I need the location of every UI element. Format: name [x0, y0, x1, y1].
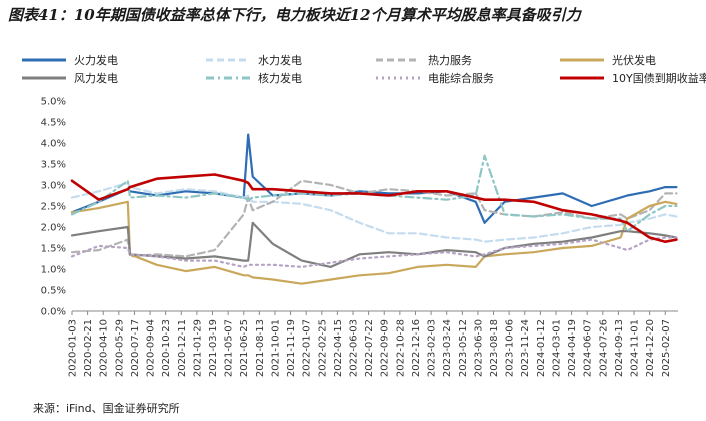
y-tick-label: 0.0%	[41, 307, 66, 318]
y-tick-label: 4.5%	[41, 118, 66, 129]
x-tick-label: 2022-12-16	[411, 319, 422, 377]
x-tick-label: 2020-07-17	[130, 319, 141, 377]
x-tick-label: 2020-02-21	[83, 319, 94, 377]
series-line-6	[70, 236, 678, 268]
x-tick-label: 2022-02-25	[317, 319, 328, 377]
y-tick-label: 1.5%	[41, 244, 66, 255]
x-tick-label: 2025-02-07	[661, 319, 672, 377]
x-tick-label: 2024-03-01	[551, 319, 562, 377]
x-tick-label: 2020-04-10	[99, 319, 110, 377]
x-tick-label: 2022-01-07	[302, 319, 313, 377]
x-tick-label: 2022-09-09	[380, 319, 391, 377]
chart-title: 图表41：10年期国债收益率总体下行，电力板块近12个月算术平均股息率具备吸引力	[8, 6, 583, 24]
x-tick-label: 2021-06-25	[239, 319, 250, 377]
x-tick-label: 2020-10-23	[161, 319, 172, 377]
x-tick-label: 2020-09-04	[146, 319, 157, 377]
x-tick-label: 2021-08-13	[255, 319, 266, 377]
y-tick-label: 3.5%	[41, 160, 66, 171]
x-tick-label: 2024-07-26	[598, 319, 609, 377]
y-tick-label: 0.5%	[41, 286, 66, 297]
x-tick-label: 2023-10-06	[505, 319, 516, 377]
series-line-3	[70, 200, 678, 285]
series-layer	[70, 133, 678, 285]
x-tick-label: 2020-12-11	[177, 319, 188, 377]
x-tick-label: 2023-11-24	[520, 319, 531, 377]
legend-label-5: 核力发电	[258, 71, 302, 85]
legend-label-2: 热力服务	[428, 54, 472, 67]
x-tick-label: 2021-01-29	[192, 319, 203, 377]
x-tick-label: 2022-06-03	[349, 319, 360, 377]
x-tick-label: 2021-03-19	[208, 319, 219, 377]
legend-label-7: 10Y国债到期收益率	[612, 71, 706, 85]
source-note: 来源：iFind、国金证券研究所	[33, 401, 180, 415]
legend-label-6: 电能综合服务	[428, 71, 494, 85]
x-tick-label: 2023-02-03	[427, 319, 438, 377]
x-tick-label: 2024-06-07	[583, 319, 594, 377]
y-tick-label: 2.5%	[41, 202, 66, 213]
x-tick-label: 2024-04-19	[567, 319, 578, 377]
legend-label-3: 光伏发电	[612, 53, 656, 67]
x-tick-label: 2023-06-30	[473, 319, 484, 377]
x-tick-label: 2021-11-19	[286, 319, 297, 377]
legend-label-4: 风力发电	[74, 71, 118, 85]
y-tick-label: 3.0%	[41, 181, 66, 192]
series-line-7	[70, 173, 678, 243]
x-tick-label: 2024-09-13	[614, 319, 625, 377]
y-tick-label: 4.0%	[41, 139, 66, 150]
x-tick-label: 2021-10-01	[270, 319, 281, 377]
y-tick-label: 2.0%	[41, 223, 66, 234]
series-line-1	[70, 181, 678, 243]
x-tick-label: 2021-05-07	[224, 319, 235, 377]
x-tick-label: 2020-01-03	[68, 319, 79, 377]
x-tick-label: 2022-10-28	[395, 319, 406, 377]
axes: 0.0% 0.5% 1.0% 1.5% 2.0% 2.5% 3.0% 3.5% 4.0% 4.5%…	[41, 97, 678, 377]
x-tick-label: 2024-11-01	[630, 319, 641, 377]
series-line-4	[70, 221, 678, 268]
y-tick-label: 1.0%	[41, 265, 66, 276]
x-tick-label: 2023-03-24	[442, 319, 453, 377]
legend-label-1: 水力发电	[258, 53, 302, 67]
x-tick-label: 2020-05-29	[114, 319, 125, 377]
legend-label-0: 火力发电	[74, 53, 118, 67]
y-tick-label: 5.0%	[41, 97, 66, 108]
x-tick-label: 2024-12-20	[645, 319, 656, 377]
x-tick-label: 2022-07-22	[364, 319, 375, 377]
x-tick-label: 2022-04-15	[333, 319, 344, 377]
x-tick-label: 2023-05-12	[458, 319, 469, 377]
x-tick-label: 2024-01-12	[536, 319, 547, 377]
x-tick-label: 2023-08-18	[489, 319, 500, 377]
